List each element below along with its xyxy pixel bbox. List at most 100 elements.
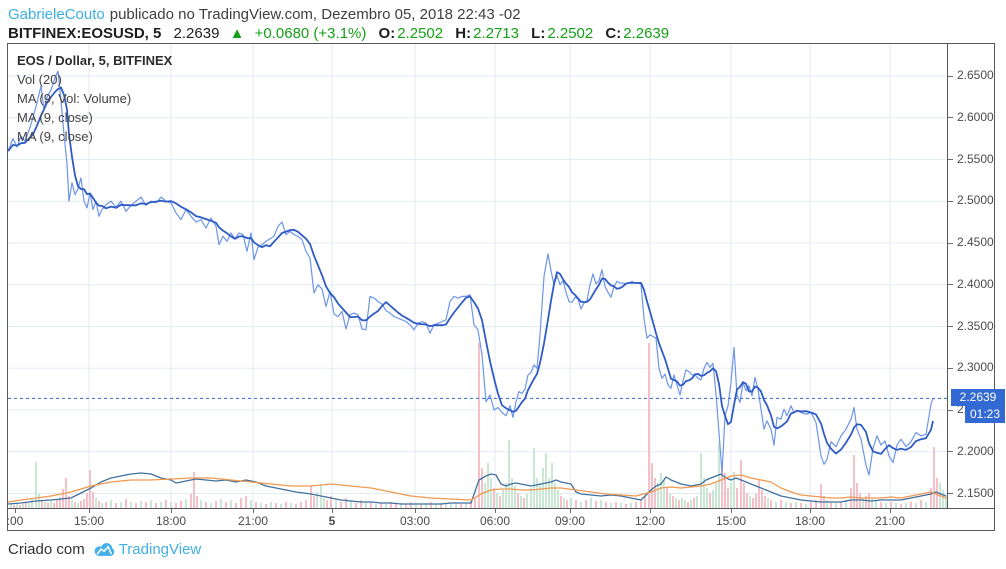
time-tick-mark	[253, 509, 254, 513]
legend-symbol-title[interactable]: EOS / Dollar, 5, BITFINEX	[17, 53, 173, 68]
volume-bar	[925, 502, 927, 508]
volume-bar	[678, 500, 680, 508]
price-tick-mark	[948, 159, 953, 160]
volume-bar	[761, 490, 763, 508]
volume-bar	[743, 483, 745, 508]
volume-bar	[530, 488, 532, 508]
legend-item-volume[interactable]: Vol (20)	[17, 72, 62, 87]
volume-bar	[895, 503, 897, 508]
chart-plot-area[interactable]	[8, 44, 947, 508]
volume-bar	[520, 496, 522, 508]
price-axis-label: 2.3000	[957, 360, 994, 375]
volume-bar	[890, 502, 892, 508]
volume-bar	[502, 490, 504, 508]
volume-bar	[460, 504, 462, 508]
volume-bar	[474, 498, 476, 508]
volume-bar	[840, 502, 842, 508]
volume-bar	[539, 483, 541, 508]
tradingview-link[interactable]: TradingView	[118, 541, 202, 558]
volume-bar	[933, 447, 935, 508]
volume-bar	[28, 503, 30, 508]
volume-bar	[826, 500, 828, 508]
volume-bar	[752, 498, 754, 508]
volume-bar	[770, 500, 772, 508]
volume-bar	[240, 498, 242, 508]
volume-bar	[493, 488, 495, 508]
time-tick-mark	[890, 509, 891, 513]
volume-bar	[871, 498, 873, 508]
volume-bar	[703, 478, 705, 508]
volume-bar	[490, 478, 492, 508]
bar-countdown-badge: 01:23	[965, 406, 1005, 423]
time-tick-mark	[810, 509, 811, 513]
volume-bar	[675, 498, 677, 508]
volume-bar	[780, 500, 782, 508]
volume-bar	[721, 468, 723, 508]
volume-bar	[265, 504, 267, 508]
volume-bar	[101, 503, 103, 508]
volume-bar	[496, 493, 498, 508]
volume-bar	[16, 503, 18, 508]
legend-item-ma-volume[interactable]: MA (9, Vol: Volume)	[17, 91, 132, 106]
volume-bar	[942, 490, 944, 508]
volume-bar	[405, 504, 407, 508]
volume-bar	[654, 478, 656, 508]
volume-bar	[687, 502, 689, 508]
volume-bar	[669, 493, 671, 508]
volume-bar	[445, 504, 447, 508]
time-axis-label: 15:00	[715, 514, 747, 528]
volume-bar	[560, 496, 562, 508]
volume-bar	[508, 440, 510, 508]
time-tick-mark	[570, 509, 571, 513]
volume-bar	[270, 502, 272, 508]
volume-bar	[800, 503, 802, 508]
volume-bar	[856, 483, 858, 508]
volume-bar	[196, 496, 198, 508]
time-axis-label: 06:00	[479, 514, 511, 528]
volume-bar	[775, 502, 777, 508]
volume-bar	[566, 500, 568, 508]
volume-bar	[120, 502, 122, 508]
volume-bar	[205, 502, 207, 508]
author-link[interactable]: GabrieleCouto	[8, 6, 105, 23]
volume-bar	[19, 505, 21, 508]
volume-bar	[360, 500, 362, 508]
volume-bar	[820, 484, 822, 508]
volume-bar	[505, 483, 507, 508]
price-axis[interactable]: 2.6500 2.6000 2.5500 2.5000 2.4500 2.4000 2.35…	[947, 44, 995, 508]
volume-bar	[68, 496, 70, 508]
volume-bar	[810, 502, 812, 508]
volume-bar	[295, 504, 297, 508]
volume-bar	[190, 494, 192, 508]
volume-bar	[323, 498, 325, 508]
volume-bar	[140, 501, 142, 508]
volume-ma-line	[8, 474, 947, 503]
volume-bar	[395, 504, 397, 508]
time-axis-label: :00	[6, 514, 24, 528]
volume-bar	[450, 503, 452, 508]
volume-bar	[696, 496, 698, 508]
volume-bar	[77, 503, 79, 508]
volume-bar	[105, 502, 107, 508]
volume-bar	[400, 503, 402, 508]
time-axis-label: 21:00	[874, 514, 906, 528]
volume-bar	[536, 478, 538, 508]
volume-bar	[380, 503, 382, 508]
legend-item-ma-close-2[interactable]: MA (9, close)	[17, 129, 93, 144]
legend-item-ma-close-1[interactable]: MA (9, close)	[17, 110, 93, 125]
volume-bar	[605, 502, 607, 508]
time-axis[interactable]: :00 15:00 18:00 21:00 5 03:00 06:00 09:00 12:00 1…	[6, 508, 994, 530]
volume-bar	[53, 503, 55, 508]
volume-bar	[764, 496, 766, 508]
volume-bar	[25, 502, 27, 508]
volume-bar	[71, 500, 73, 508]
price-axis-label: 2.6500	[957, 68, 994, 82]
open-value: O: 2.2502	[378, 25, 444, 42]
volume-bar	[499, 496, 501, 508]
price-axis-label: 2.2000	[957, 443, 994, 458]
time-tick-mark	[415, 509, 416, 513]
volume-bar	[245, 496, 247, 508]
volume-bar	[340, 502, 342, 508]
volume-bar	[853, 455, 855, 508]
volume-bar	[83, 499, 85, 508]
